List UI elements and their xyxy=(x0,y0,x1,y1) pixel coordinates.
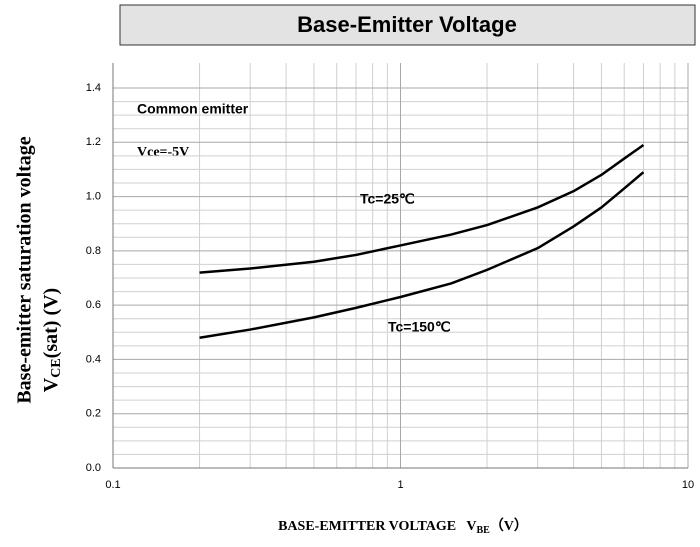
x-tick-label: 0.1 xyxy=(105,479,120,491)
annotation: Common emitter xyxy=(137,101,249,117)
chart-title: Base-Emitter Voltage xyxy=(297,12,517,37)
y-tick-label: 0.8 xyxy=(86,245,101,257)
y-tick-label: 0.4 xyxy=(86,353,101,365)
y-label-sub: CE xyxy=(49,358,64,377)
y-label-line1: Base-emitter saturation voltage xyxy=(14,136,36,403)
series-label: Tc=25℃ xyxy=(360,191,415,207)
x-label-rest: （V） xyxy=(490,518,528,534)
y-label-main: V xyxy=(40,377,62,392)
x-label-sub: BE xyxy=(476,525,490,536)
x-tick-label: 1 xyxy=(397,479,403,491)
y-tick-label: 1.4 xyxy=(86,82,101,94)
x-axis-label: BASE-EMITTER VOLTAGE VBE（V） xyxy=(278,518,528,536)
series-label: Tc=150℃ xyxy=(388,319,451,335)
y-tick-label: 1.2 xyxy=(86,136,101,148)
series-line xyxy=(199,143,645,274)
annotation: Vce=-5V xyxy=(137,145,189,160)
y-tick-label: 0.2 xyxy=(86,408,101,420)
x-tick-label: 10 xyxy=(682,479,694,491)
y-tick-label: 0.0 xyxy=(86,462,101,474)
x-label-main: BASE-EMITTER VOLTAGE V xyxy=(278,519,476,534)
y-label-rest: (sat) (V) xyxy=(40,288,62,359)
y-tick-label: 0.6 xyxy=(86,299,101,311)
y-axis-label: Base-emitter saturation voltage VCE(sat)… xyxy=(14,136,65,403)
y-label-line2: VCE(sat) (V) xyxy=(40,288,65,392)
title-box xyxy=(119,4,696,46)
y-tick-label: 1.0 xyxy=(86,190,101,202)
series-line xyxy=(199,171,645,339)
